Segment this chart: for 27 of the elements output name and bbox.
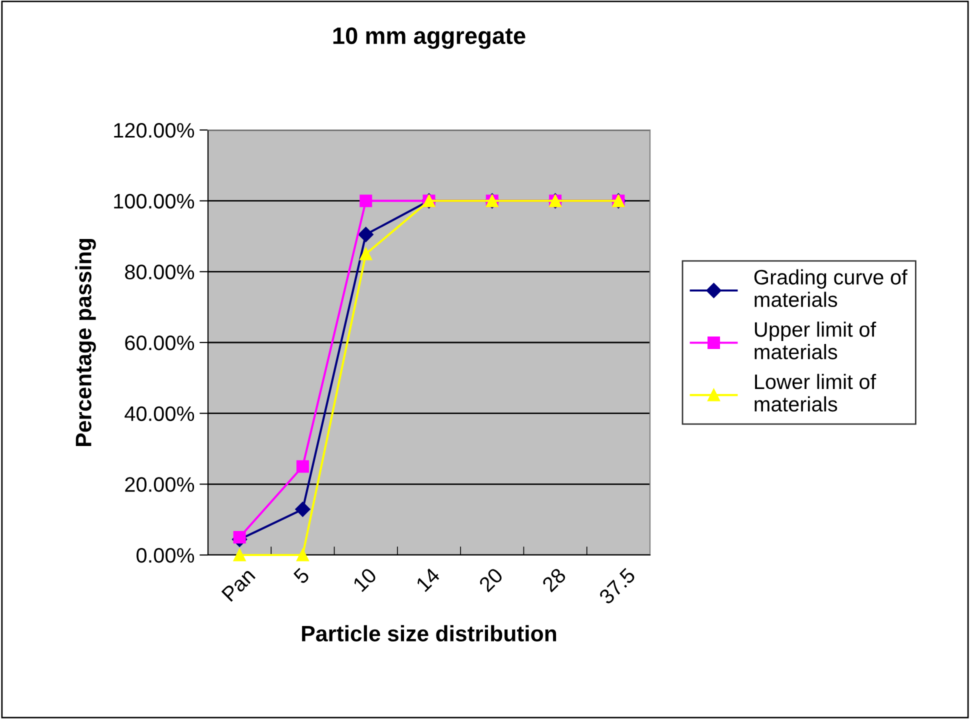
point bbox=[295, 502, 310, 517]
legend-label: Grading curve of materials bbox=[754, 269, 908, 308]
y-tick-label: 120.00% bbox=[114, 123, 194, 138]
y-tick-label: 20.00% bbox=[125, 477, 194, 492]
x-tick-label: 20 bbox=[478, 567, 504, 593]
x-tick-label: 5 bbox=[292, 567, 310, 585]
y-tick-label: 60.00% bbox=[125, 336, 194, 350]
y-tick-label: 100.00% bbox=[114, 194, 194, 209]
x-tick-label: 10 bbox=[352, 567, 378, 592]
point bbox=[360, 194, 372, 208]
x-tick-label: 14 bbox=[416, 567, 441, 592]
x-tick-label: 28 bbox=[541, 567, 567, 593]
x-tick-label: Pan bbox=[221, 568, 256, 602]
y-tick-label: 40.00% bbox=[124, 406, 194, 422]
y-tick-label: 80.00% bbox=[125, 264, 194, 280]
point bbox=[233, 548, 246, 562]
point bbox=[358, 226, 374, 242]
y-tick-label: 0.00% bbox=[136, 548, 194, 563]
y-axis-title: Percentage passing bbox=[75, 239, 96, 446]
chart-title: 10 mm aggregate bbox=[333, 27, 526, 49]
legend-label: Lower limit of materials bbox=[754, 374, 876, 412]
x-axis-title: Particle size distribution bbox=[302, 625, 556, 642]
point bbox=[233, 531, 246, 544]
point bbox=[296, 460, 309, 473]
point bbox=[360, 248, 372, 260]
legend-label: Upper limit of materials bbox=[754, 322, 876, 360]
point bbox=[296, 548, 309, 562]
